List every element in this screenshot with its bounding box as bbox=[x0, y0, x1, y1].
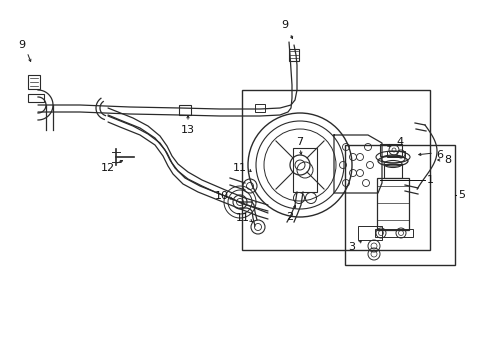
Text: 7: 7 bbox=[296, 137, 303, 147]
Bar bbox=[292, 148, 316, 192]
Bar bbox=[386, 151, 404, 157]
Bar bbox=[374, 229, 412, 237]
Bar bbox=[254, 104, 264, 112]
Bar bbox=[383, 164, 401, 178]
Text: 5: 5 bbox=[458, 190, 465, 200]
Text: 1: 1 bbox=[426, 175, 433, 185]
Bar bbox=[288, 49, 298, 61]
Bar bbox=[28, 94, 44, 102]
Text: 9: 9 bbox=[19, 40, 25, 50]
Text: 3: 3 bbox=[348, 242, 355, 252]
Text: 12: 12 bbox=[101, 163, 115, 173]
Bar bbox=[379, 144, 401, 156]
Text: 10: 10 bbox=[215, 191, 228, 201]
Bar bbox=[179, 105, 191, 115]
Text: 2: 2 bbox=[286, 212, 293, 222]
Bar bbox=[357, 226, 381, 240]
Text: 4: 4 bbox=[396, 137, 403, 147]
Text: 9: 9 bbox=[281, 20, 288, 30]
Text: 6: 6 bbox=[436, 150, 443, 160]
Bar bbox=[242, 90, 429, 250]
Text: 8: 8 bbox=[444, 155, 450, 165]
Text: 11: 11 bbox=[232, 163, 246, 173]
Text: 13: 13 bbox=[181, 125, 195, 135]
Bar bbox=[345, 145, 454, 265]
Bar bbox=[28, 75, 40, 89]
Text: 11: 11 bbox=[236, 213, 249, 223]
Bar bbox=[376, 178, 408, 230]
